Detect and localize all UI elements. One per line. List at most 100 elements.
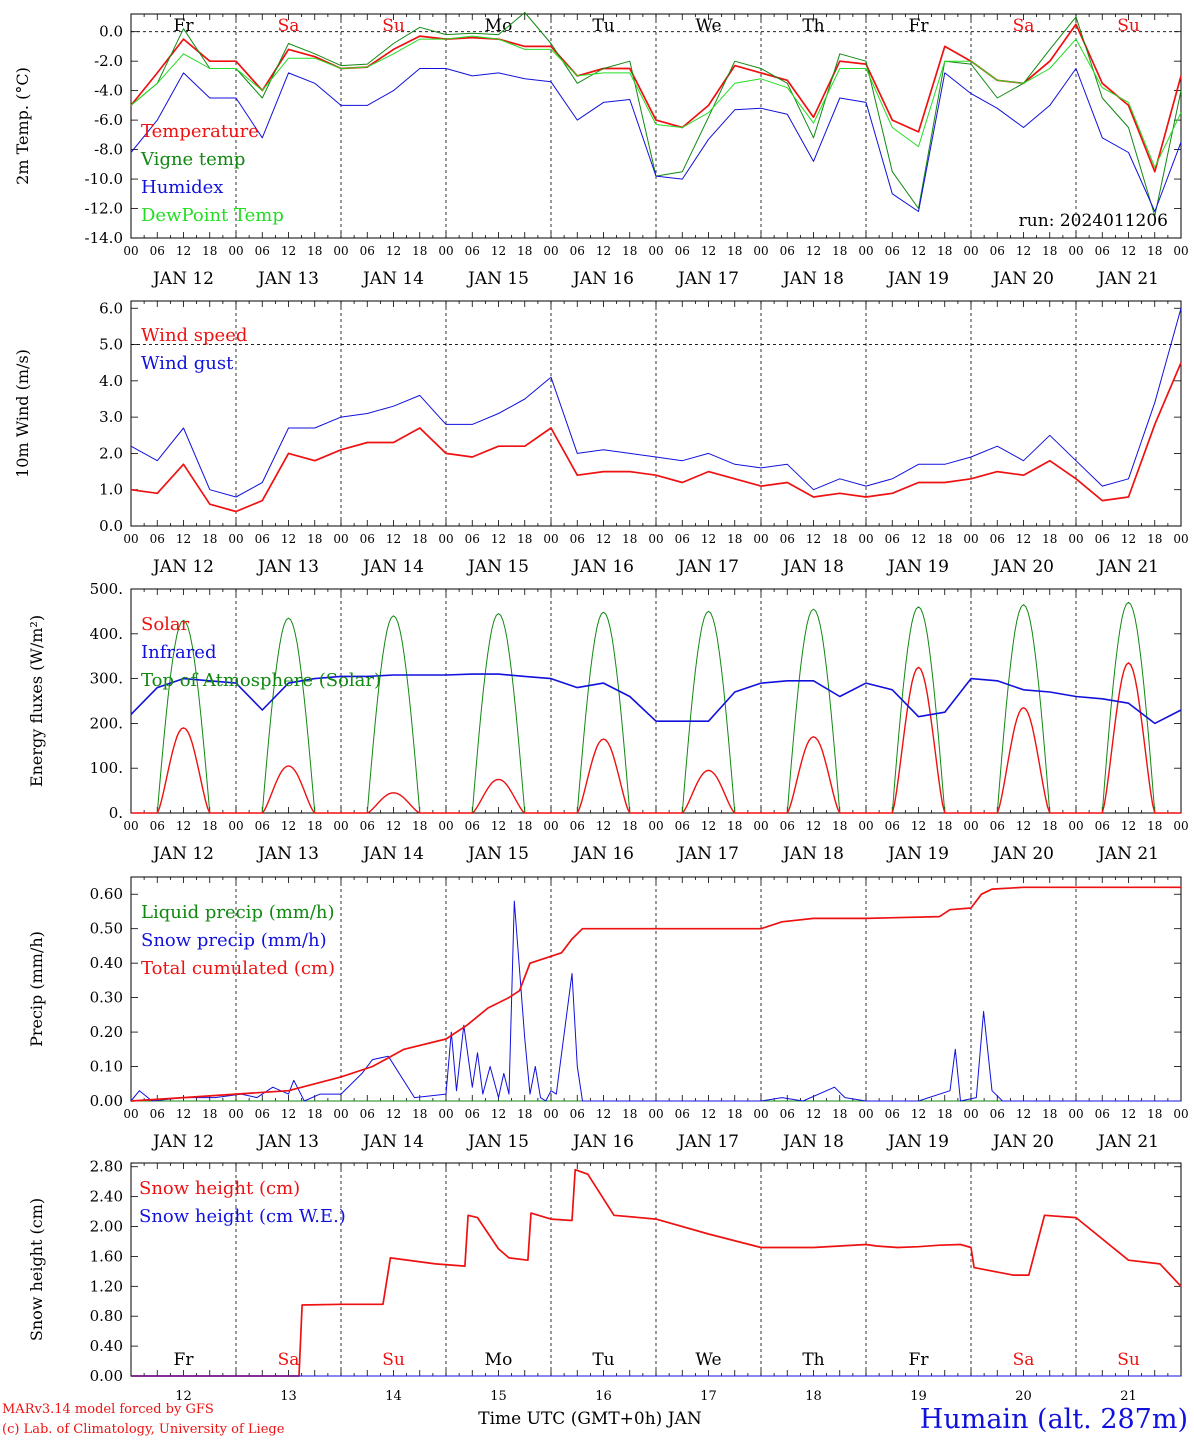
- x-day-label: JAN 14: [361, 844, 424, 864]
- weekday-label: Th: [802, 16, 824, 36]
- x-day-label: JAN 15: [466, 557, 529, 577]
- series-line-1: [130, 308, 1182, 498]
- day-number-label: 20: [1015, 1389, 1032, 1404]
- x-tick-label: 12: [701, 819, 716, 833]
- y-tick-label: 0.80: [90, 1307, 123, 1325]
- weekday-label: Mo: [485, 16, 513, 36]
- x-tick-label: 12: [176, 532, 191, 546]
- y-tick-label: 6.0: [99, 299, 123, 317]
- x-tick-label: 18: [727, 1107, 742, 1121]
- x-day-label: JAN 15: [466, 269, 529, 289]
- x-day-label: JAN 12: [151, 557, 214, 577]
- day-number-label: 13: [280, 1389, 297, 1404]
- y-tick-label: -14.0: [85, 229, 123, 247]
- x-day-label: JAN 14: [361, 269, 424, 289]
- x-tick-label: 12: [176, 1107, 191, 1121]
- x-tick-label: 18: [412, 1107, 427, 1121]
- day-number-label: 16: [595, 1389, 612, 1404]
- legend-entry: Total cumulated (cm): [141, 958, 335, 979]
- x-day-label: JAN 19: [886, 844, 949, 864]
- x-tick-label: 00: [228, 244, 243, 258]
- x-tick-label: 12: [596, 1107, 611, 1121]
- plot-frame: [130, 300, 1182, 527]
- y-tick-label: 4.0: [99, 372, 123, 390]
- x-tick-label: 06: [990, 1107, 1005, 1121]
- x-tick-label: 06: [990, 532, 1005, 546]
- x-tick-label: 06: [465, 244, 480, 258]
- weekday-label: Su: [1117, 16, 1140, 36]
- x-tick-label: 18: [622, 244, 637, 258]
- y-tick-label: 0.30: [90, 989, 123, 1007]
- x-tick-label: 00: [123, 1107, 138, 1121]
- x-tick-label: 18: [937, 244, 952, 258]
- series-line-2: [130, 886, 1181, 1102]
- x-day-label: JAN 14: [361, 557, 424, 577]
- x-day-label: JAN 21: [1096, 269, 1159, 289]
- x-tick-label: 00: [753, 1107, 768, 1121]
- x-tick-label: 18: [622, 532, 637, 546]
- x-day-label: JAN 21: [1096, 1132, 1159, 1152]
- x-tick-label: 06: [675, 1107, 690, 1121]
- x-tick-label: 12: [1121, 532, 1136, 546]
- y-tick-label: 2.80: [90, 1158, 123, 1176]
- x-tick-label: 00: [963, 1107, 978, 1121]
- x-tick-label: 00: [858, 819, 873, 833]
- x-tick-label: 12: [386, 1107, 401, 1121]
- weekday-label: Su: [382, 16, 405, 36]
- legend-entry: Temperature: [141, 121, 259, 142]
- x-tick-label: 12: [491, 1107, 506, 1121]
- weekday-label: Mo: [485, 1350, 513, 1370]
- series-line-2: [130, 68, 1182, 212]
- x-tick-label: 06: [150, 819, 165, 833]
- x-tick-label: 12: [596, 532, 611, 546]
- x-tick-label: 18: [1042, 532, 1057, 546]
- x-tick-label: 12: [806, 819, 821, 833]
- y-tick-label: 5.0: [99, 336, 123, 354]
- legend-entry: Liquid precip (mm/h): [141, 902, 335, 923]
- x-day-label: JAN 15: [466, 1132, 529, 1152]
- x-tick-label: 12: [386, 244, 401, 258]
- x-tick-label: 18: [727, 819, 742, 833]
- x-tick-label: 06: [465, 819, 480, 833]
- x-tick-label: 00: [963, 819, 978, 833]
- x-tick-label: 18: [832, 532, 847, 546]
- day-number-label: 21: [1120, 1389, 1137, 1404]
- x-tick-label: 12: [701, 1107, 716, 1121]
- x-tick-label: 12: [911, 244, 926, 258]
- plot-frame: [130, 588, 1182, 814]
- x-day-label: JAN 16: [571, 1132, 634, 1152]
- x-tick-label: 12: [1016, 532, 1031, 546]
- x-day-label: JAN 18: [781, 557, 844, 577]
- x-tick-label: 00: [753, 244, 768, 258]
- time-axis-label: Time UTC (GMT+0h) JAN: [478, 1409, 702, 1429]
- x-tick-label: 18: [1042, 819, 1057, 833]
- x-day-label: JAN 20: [991, 557, 1054, 577]
- x-day-label: JAN 19: [886, 269, 949, 289]
- x-tick-label: 12: [281, 532, 296, 546]
- model-credit: MARv3.14 model forced by GFS: [2, 1402, 214, 1417]
- y-tick-label: -4.0: [94, 82, 123, 100]
- lab-credit: (c) Lab. of Climatology, University of L…: [2, 1422, 285, 1437]
- legend-entry: DewPoint Temp: [141, 205, 284, 226]
- x-tick-label: 00: [648, 532, 663, 546]
- y-tick-label: 0.00: [90, 1367, 123, 1385]
- y-tick-label: 1.0: [99, 481, 123, 499]
- x-tick-label: 06: [1095, 819, 1110, 833]
- legend-entry: Wind gust: [141, 353, 234, 374]
- weekday-label: We: [695, 1350, 721, 1370]
- y-tick-label: 2.00: [90, 1218, 123, 1236]
- x-tick-label: 06: [885, 1107, 900, 1121]
- x-day-label: JAN 13: [256, 557, 319, 577]
- x-tick-label: 00: [963, 244, 978, 258]
- x-tick-label: 12: [386, 532, 401, 546]
- x-day-label: JAN 12: [151, 269, 214, 289]
- x-tick-label: 18: [832, 1107, 847, 1121]
- x-tick-label: 06: [255, 532, 270, 546]
- x-tick-label: 00: [648, 819, 663, 833]
- x-tick-label: 06: [360, 819, 375, 833]
- day-number-label: 19: [910, 1389, 927, 1404]
- x-tick-label: 12: [1016, 819, 1031, 833]
- x-tick-label: 00: [858, 1107, 873, 1121]
- y-axis-label: Energy fluxes (W/m²): [27, 615, 46, 787]
- weekday-label: Fr: [909, 16, 930, 36]
